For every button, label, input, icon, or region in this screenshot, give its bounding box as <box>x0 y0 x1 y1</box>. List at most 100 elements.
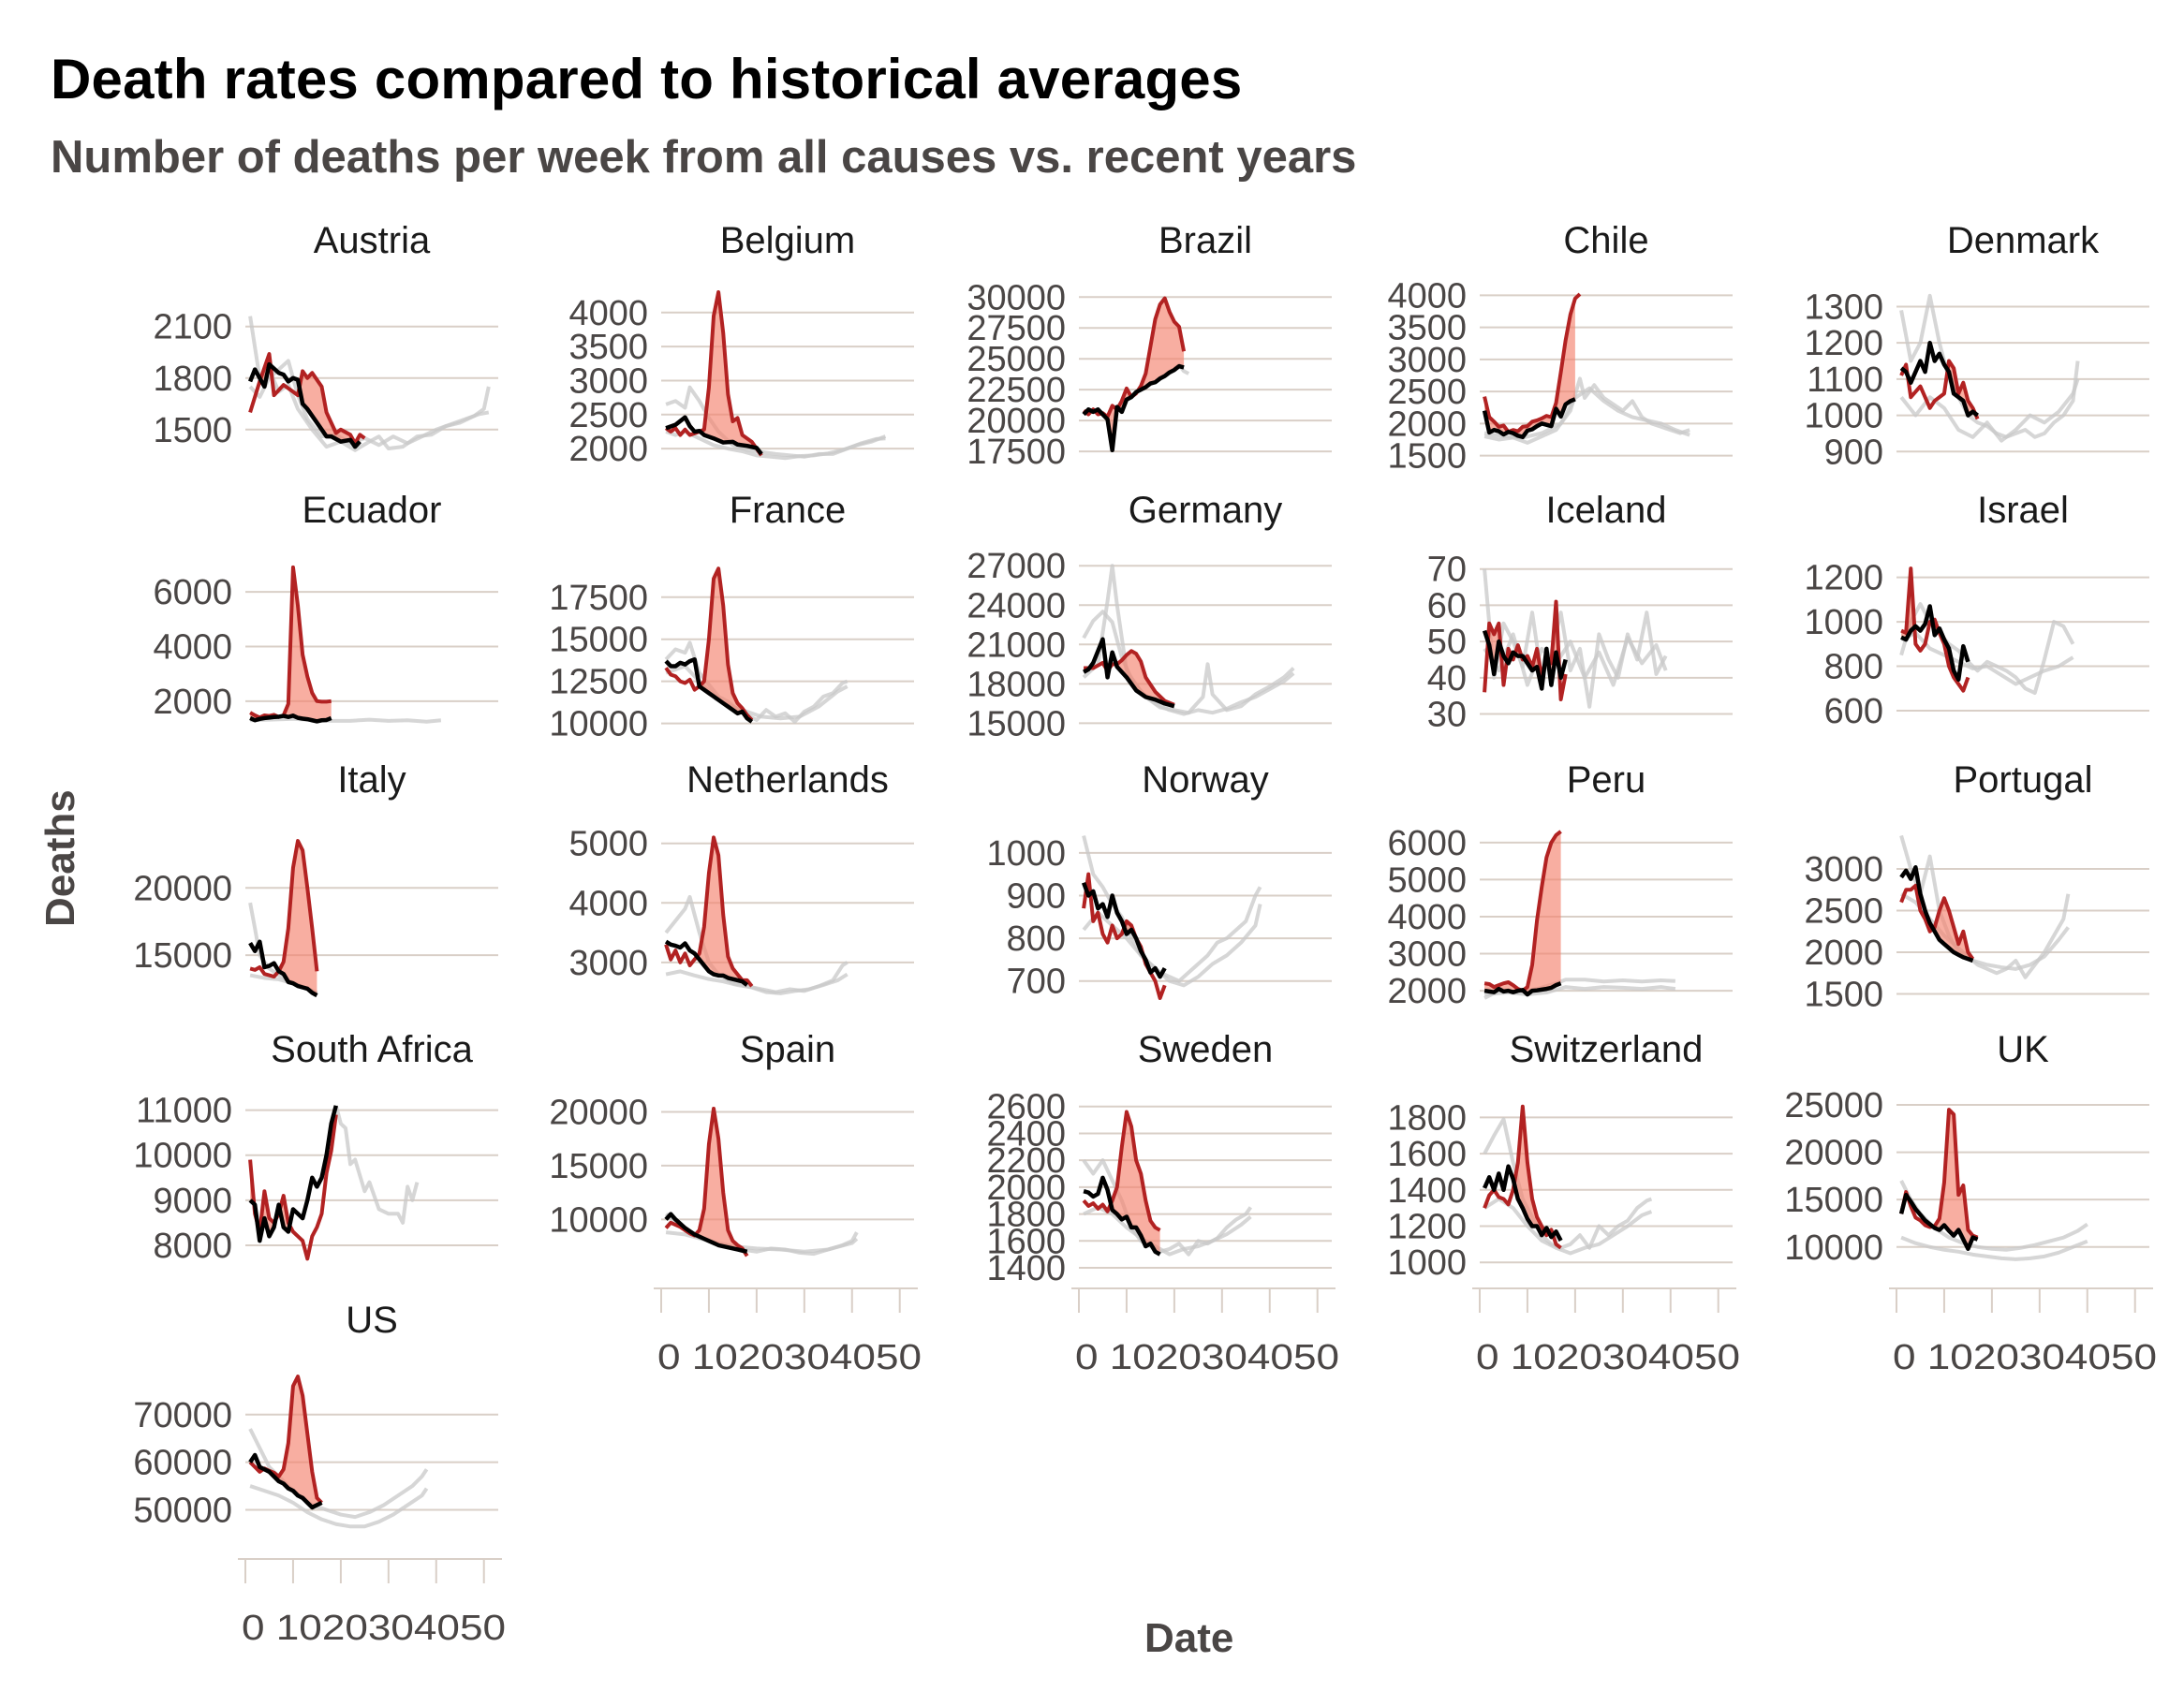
current-year-line <box>1899 1108 1979 1240</box>
historical-line <box>250 716 442 724</box>
historical-line <box>665 664 849 721</box>
y-tick-label: 1000 <box>986 834 1066 874</box>
panel-us: US 50000 60000 70000 0 1020304050 <box>133 1300 506 1648</box>
panel-title: France <box>730 490 847 531</box>
y-tick-label: 1800 <box>986 1196 1066 1235</box>
historical-line <box>333 1105 420 1225</box>
baseline-line <box>664 939 749 987</box>
x-tick-labels: 0 1020304050 <box>1893 1338 2157 1377</box>
baseline-line <box>1899 865 1974 963</box>
y-tick-label: 6000 <box>153 573 232 612</box>
y-tick-label: 2000 <box>1387 972 1467 1011</box>
baseline-line <box>664 657 754 724</box>
baseline-line <box>248 1452 323 1510</box>
y-tick-label: 3000 <box>568 361 648 401</box>
baseline-line <box>1483 1164 1563 1243</box>
y-tick-label: 5000 <box>568 825 648 864</box>
current-year-line <box>249 565 332 720</box>
historical-line <box>664 894 849 994</box>
y-tick-label: 20000 <box>967 402 1066 441</box>
historical-line <box>1082 904 1262 988</box>
y-tick-label: 4000 <box>1387 276 1467 316</box>
x-tick-labels: 0 1020304050 <box>657 1338 922 1377</box>
excess-area <box>1901 343 1978 416</box>
panel-title: Ecuador <box>303 490 442 531</box>
y-tick-label: 30000 <box>967 278 1066 317</box>
y-tick-label: 800 <box>1007 919 1066 959</box>
historical-line <box>1899 378 2080 443</box>
y-tick-label: 20000 <box>549 1093 648 1132</box>
y-tick-label: 2200 <box>986 1141 1066 1181</box>
panel-title: Germany <box>1129 490 1283 531</box>
y-tick-label: 1600 <box>986 1222 1066 1261</box>
y-tick-label: 1500 <box>1387 437 1467 477</box>
y-tick-label: 15000 <box>133 936 232 976</box>
y-tick-label: 25000 <box>967 340 1066 379</box>
y-tick-label: 10000 <box>1784 1228 1883 1268</box>
x-axis-label: Date <box>1144 1615 1234 1661</box>
panel-uk: UK 10000 15000 20000 25000 0 1020304050 <box>1784 1029 2157 1377</box>
y-tick-label: 5000 <box>1387 860 1467 900</box>
y-tick-label: 2000 <box>1804 934 1883 973</box>
panel-title: Sweden <box>1138 1029 1274 1070</box>
baseline-line <box>1898 1192 1979 1252</box>
current-year-line <box>248 352 366 446</box>
y-tick-label: 20000 <box>133 869 232 908</box>
y-tick-label: 1300 <box>1804 287 1883 327</box>
current-year-line <box>1899 359 1980 420</box>
y-tick-label: 4000 <box>568 294 648 333</box>
current-year-line <box>664 835 754 988</box>
y-tick-label: 3500 <box>568 328 648 367</box>
y-tick-label: 10000 <box>549 1200 648 1240</box>
panel-title: US <box>346 1300 398 1341</box>
y-tick-label: 1500 <box>153 411 232 450</box>
baseline-line <box>665 415 763 456</box>
baseline-line <box>1899 340 1979 418</box>
x-tick-labels: 0 1020304050 <box>242 1609 506 1648</box>
historical-line <box>1483 386 1690 440</box>
current-year-line <box>1899 883 1975 961</box>
y-tick-label: 1100 <box>1807 360 1883 400</box>
x-tick-labels: 0 1020304050 <box>1476 1338 1740 1377</box>
y-tick-label: 900 <box>1007 876 1066 916</box>
panel-israel: Israel 600 800 1000 1200 <box>1804 490 2149 731</box>
panel-title: Peru <box>1567 759 1646 801</box>
baseline-line <box>248 939 318 998</box>
y-tick-label: 2500 <box>1804 892 1883 932</box>
y-tick-label: 70 <box>1427 551 1467 590</box>
y-tick-label: 9000 <box>153 1182 232 1221</box>
historical-line <box>1900 630 2074 686</box>
baseline-line <box>248 1105 338 1243</box>
historical-line <box>1900 1235 2088 1261</box>
y-tick-label: 1600 <box>1387 1135 1467 1174</box>
baseline-line <box>1483 981 1562 997</box>
y-tick-label: 1400 <box>1387 1171 1467 1211</box>
excess-area <box>1484 831 1561 995</box>
current-year-line <box>1483 292 1582 434</box>
y-tick-label: 1500 <box>1804 976 1883 1015</box>
y-tick-label: 1800 <box>1387 1098 1467 1138</box>
y-tick-label: 22500 <box>967 371 1066 410</box>
y-tick-label: 11000 <box>136 1092 232 1131</box>
historical-line <box>248 359 490 448</box>
y-tick-label: 1400 <box>986 1249 1066 1288</box>
historical-line <box>664 640 849 724</box>
y-tick-label: 1200 <box>1804 559 1883 598</box>
current-year-line <box>664 1107 749 1257</box>
y-tick-label: 15000 <box>549 621 648 660</box>
historical-line <box>1483 376 1690 445</box>
y-tick-label: 1200 <box>1387 1208 1467 1247</box>
historical-line <box>1083 1205 1252 1257</box>
historical-line <box>1082 1158 1253 1257</box>
baseline-line <box>1081 881 1167 979</box>
current-year-line <box>664 290 763 457</box>
y-tick-label: 60 <box>1427 586 1467 625</box>
y-tick-label: 2000 <box>153 683 232 722</box>
